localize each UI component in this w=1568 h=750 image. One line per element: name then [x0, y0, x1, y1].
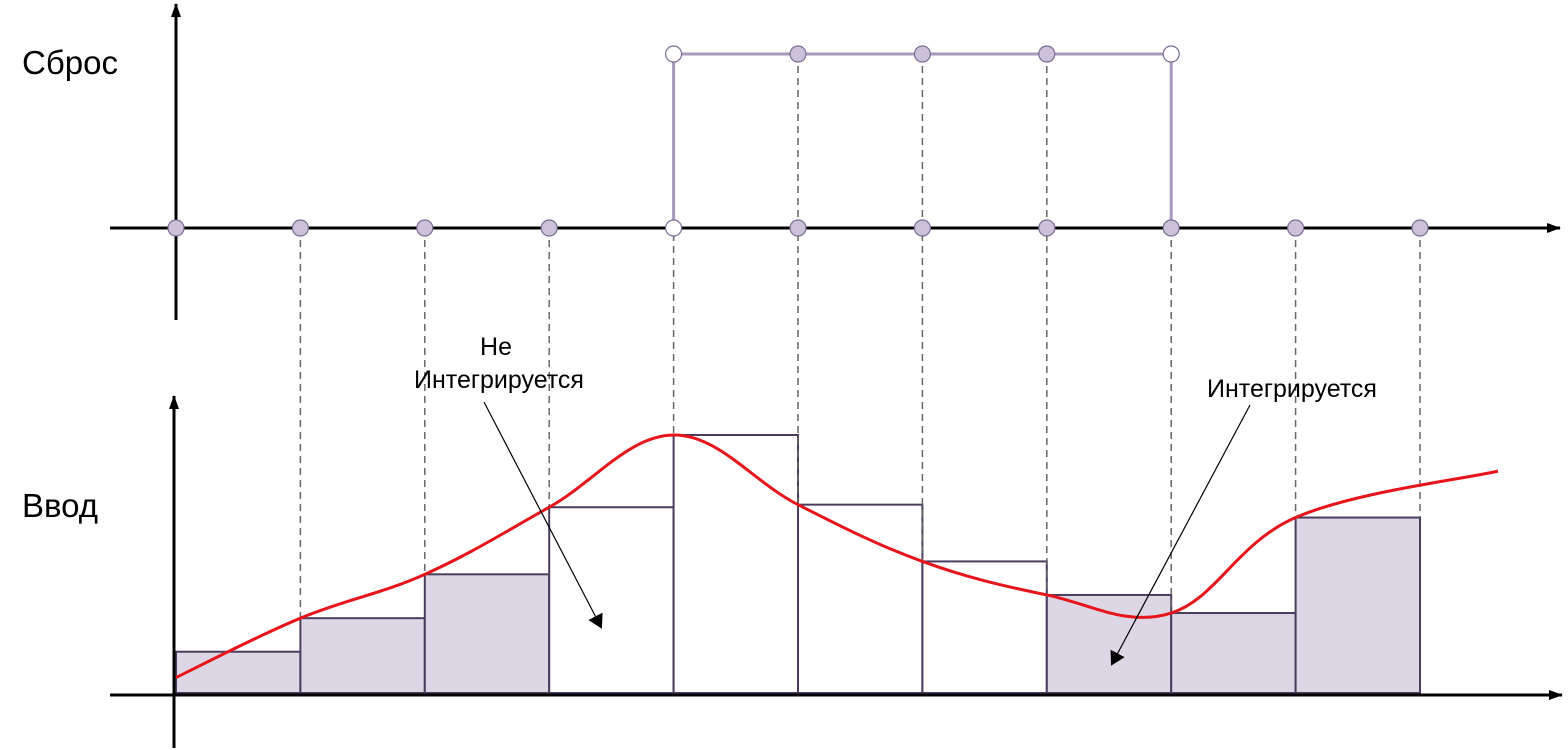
input-signal-curve — [175, 433, 1499, 679]
reset-high-sample-dot — [913, 45, 932, 63]
held-value-bar — [1170, 612, 1297, 695]
held-value-bar — [1294, 516, 1421, 694]
reset-low-sample-dot — [664, 219, 683, 237]
reset-low-sample-dot — [291, 219, 309, 237]
input-axis-label: Ввод — [22, 487, 98, 524]
reset-low-sample-dot — [789, 219, 807, 237]
reset-low-sample-dot — [1411, 219, 1429, 237]
sample-guides — [299, 54, 1421, 619]
input-axes — [110, 395, 1563, 748]
held-value-bar — [423, 573, 551, 695]
sample-dots — [167, 45, 1429, 237]
held-value-bar — [921, 560, 1048, 694]
reset-low-sample-dot — [1162, 219, 1180, 237]
held-value-bar — [548, 506, 675, 694]
reset-axis-label: Сброс — [22, 44, 118, 81]
reset-axes — [110, 3, 1561, 320]
reset-low-sample-dot — [1038, 219, 1056, 237]
reset-low-sample-dot — [540, 219, 558, 237]
held-value-bar — [797, 503, 924, 694]
held-value-bar — [1045, 593, 1173, 695]
reset-high-sample-dot — [664, 45, 683, 63]
not-integrated-label-line2: Интегрируется — [414, 366, 584, 394]
held-value-bar — [175, 650, 302, 694]
reset-low-sample-dot — [1286, 219, 1305, 237]
reset-low-sample-dot — [416, 219, 434, 237]
reset-high-sample-dot — [789, 45, 807, 63]
not-integrated-arrow — [483, 401, 603, 629]
not-integrated-label-line1: Не — [480, 333, 512, 361]
reset-low-sample-dot — [167, 219, 185, 237]
integrated-arrow — [1110, 404, 1251, 666]
integrated-label: Интегрируется — [1207, 375, 1377, 403]
held-value-bar — [299, 617, 426, 694]
reset-high-sample-dot — [1162, 45, 1180, 63]
held-value-bar — [672, 434, 799, 694]
reset-high-sample-dot — [1038, 45, 1056, 63]
reset-low-sample-dot — [913, 219, 932, 237]
